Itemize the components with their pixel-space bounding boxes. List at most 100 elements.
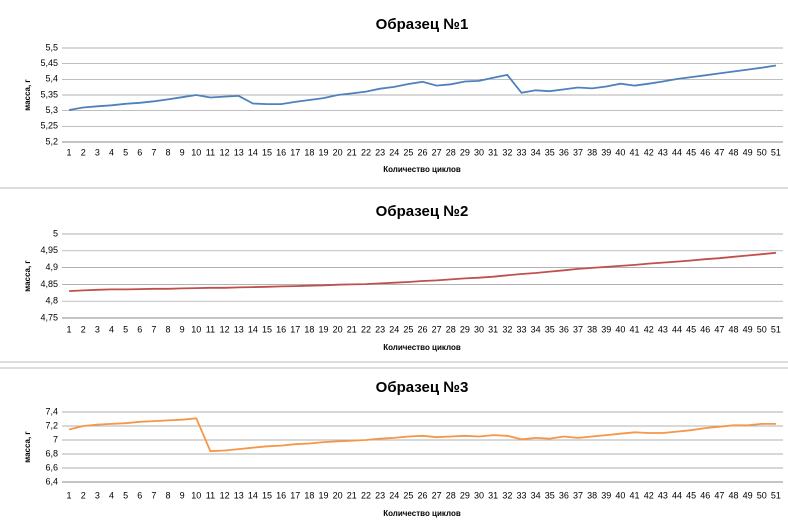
x-tick-label: 13	[234, 490, 244, 500]
x-tick-label: 37	[573, 490, 583, 500]
x-tick-label: 24	[389, 147, 399, 157]
x-tick-label: 45	[686, 324, 696, 334]
x-tick-label: 34	[531, 147, 541, 157]
chart-title: Образец №2	[376, 203, 469, 220]
x-tick-label: 40	[615, 490, 625, 500]
x-axis-title: Количество циклов	[383, 165, 461, 174]
y-tick-label: 4,9	[45, 262, 58, 272]
x-tick-label: 25	[403, 147, 413, 157]
x-tick-label: 27	[432, 490, 442, 500]
x-tick-label: 6	[137, 490, 142, 500]
x-tick-label: 44	[672, 490, 682, 500]
x-tick-label: 14	[248, 490, 258, 500]
x-tick-label: 49	[743, 147, 753, 157]
x-tick-label: 49	[743, 490, 753, 500]
x-tick-label: 23	[375, 147, 385, 157]
x-tick-label: 4	[109, 490, 114, 500]
x-tick-label: 28	[446, 490, 456, 500]
x-tick-label: 43	[658, 147, 668, 157]
x-tick-label: 37	[573, 147, 583, 157]
x-tick-label: 32	[502, 490, 512, 500]
x-tick-label: 7	[151, 147, 156, 157]
x-tick-label: 15	[262, 324, 272, 334]
data-line	[69, 251, 776, 292]
x-tick-label: 48	[729, 490, 739, 500]
x-tick-label: 6	[137, 324, 142, 334]
x-tick-label: 19	[319, 490, 329, 500]
data-line	[68, 64, 777, 111]
x-tick-label: 33	[516, 147, 526, 157]
x-tick-label: 29	[460, 324, 470, 334]
y-tick-label: 4,75	[40, 312, 58, 322]
x-tick-label: 17	[290, 147, 300, 157]
x-tick-label: 7	[151, 324, 156, 334]
x-tick-label: 13	[234, 324, 244, 334]
x-tick-label: 20	[333, 147, 343, 157]
y-tick-label: 7,2	[45, 420, 58, 430]
y-tick-label: 4,85	[40, 279, 58, 289]
x-tick-label: 10	[191, 490, 201, 500]
x-tick-label: 19	[319, 324, 329, 334]
x-tick-label: 44	[672, 147, 682, 157]
x-tick-label: 29	[460, 490, 470, 500]
x-tick-label: 42	[644, 490, 654, 500]
x-tick-label: 34	[531, 324, 541, 334]
x-tick-label: 48	[729, 324, 739, 334]
x-tick-label: 16	[276, 490, 286, 500]
x-axis-title: Количество циклов	[383, 343, 461, 352]
x-tick-label: 38	[587, 147, 597, 157]
x-tick-label: 2	[81, 324, 86, 334]
x-tick-label: 41	[630, 147, 640, 157]
y-tick-label: 5,4	[45, 74, 58, 84]
x-tick-label: 1	[67, 147, 72, 157]
x-tick-label: 28	[446, 324, 456, 334]
x-tick-label: 15	[262, 147, 272, 157]
x-tick-label: 46	[700, 324, 710, 334]
x-tick-label: 36	[559, 490, 569, 500]
x-tick-label: 16	[276, 324, 286, 334]
x-tick-label: 45	[686, 147, 696, 157]
x-tick-label: 47	[714, 490, 724, 500]
x-tick-label: 40	[615, 324, 625, 334]
x-tick-label: 11	[206, 324, 215, 334]
data-line	[68, 417, 776, 453]
x-tick-label: 21	[347, 490, 357, 500]
x-tick-label: 21	[347, 324, 357, 334]
x-tick-label: 24	[389, 490, 399, 500]
x-tick-label: 51	[771, 490, 781, 500]
x-tick-label: 51	[771, 147, 781, 157]
x-tick-label: 23	[375, 490, 385, 500]
y-tick-label: 5	[53, 228, 58, 238]
x-axis-title: Количество циклов	[383, 509, 461, 518]
x-tick-label: 25	[403, 490, 413, 500]
y-tick-label: 4,8	[45, 296, 58, 306]
y-tick-label: 6,4	[45, 476, 58, 486]
y-tick-label: 5,3	[45, 105, 58, 115]
x-tick-label: 46	[700, 147, 710, 157]
y-tick-label: 6,8	[45, 448, 58, 458]
x-tick-label: 10	[191, 147, 201, 157]
x-tick-label: 27	[432, 324, 442, 334]
y-tick-label: 6,6	[45, 462, 58, 472]
x-tick-label: 49	[743, 324, 753, 334]
y-tick-label: 5,35	[40, 89, 58, 99]
x-tick-label: 44	[672, 324, 682, 334]
x-tick-label: 50	[757, 324, 767, 334]
x-tick-label: 3	[95, 147, 100, 157]
x-tick-label: 14	[248, 147, 258, 157]
x-tick-label: 17	[290, 490, 300, 500]
y-tick-label: 5,2	[45, 136, 58, 146]
x-tick-label: 34	[531, 490, 541, 500]
x-tick-label: 40	[615, 147, 625, 157]
x-tick-label: 45	[686, 490, 696, 500]
x-tick-label: 7	[151, 490, 156, 500]
chart-title: Образец №3	[376, 379, 469, 396]
x-tick-label: 20	[333, 324, 343, 334]
x-tick-label: 23	[375, 324, 385, 334]
x-tick-label: 4	[109, 324, 114, 334]
x-tick-label: 35	[545, 324, 555, 334]
x-tick-label: 8	[166, 324, 171, 334]
x-tick-label: 5	[123, 147, 128, 157]
x-tick-label: 2	[81, 490, 86, 500]
